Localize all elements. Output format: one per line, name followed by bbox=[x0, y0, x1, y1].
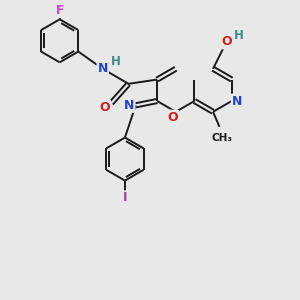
Text: H: H bbox=[234, 29, 244, 42]
Text: CH₃: CH₃ bbox=[211, 133, 232, 142]
Text: F: F bbox=[56, 4, 64, 17]
Text: O: O bbox=[167, 111, 178, 124]
Text: N: N bbox=[232, 94, 242, 107]
Text: N: N bbox=[124, 99, 134, 112]
Text: N: N bbox=[98, 62, 108, 75]
Text: O: O bbox=[100, 101, 110, 114]
Text: I: I bbox=[123, 191, 127, 204]
Text: O: O bbox=[222, 35, 232, 48]
Text: H: H bbox=[111, 55, 121, 68]
